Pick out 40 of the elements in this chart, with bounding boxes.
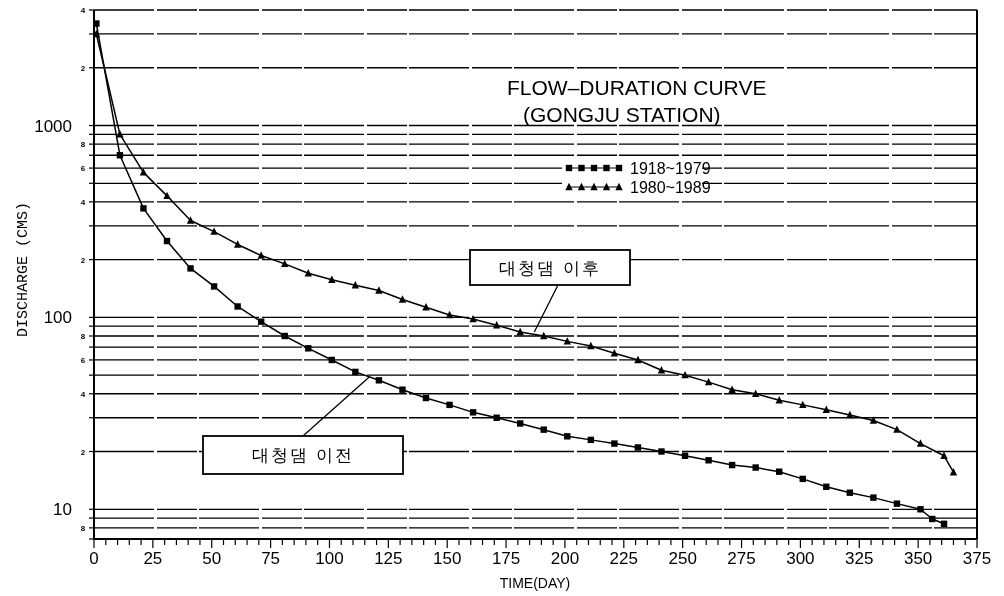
x-tick-label: 125 [374, 549, 403, 568]
annotation: 4 [80, 197, 86, 207]
annotation: 8 [80, 140, 86, 150]
y-tick-label: 10 [53, 500, 72, 520]
annotation: 6 [80, 164, 86, 174]
x-tick-label: 175 [491, 549, 521, 568]
x-axis-title: TIME(DAY) [499, 575, 571, 591]
annotation: 4 [80, 6, 86, 15]
annotation: 2 [80, 255, 86, 265]
annotation: 대청댐 이후 [469, 249, 631, 333]
x-tick-label: 225 [609, 549, 638, 568]
y-tick-label: 1000 [34, 116, 72, 136]
annotation: 2 [80, 63, 86, 73]
text: (GONGJU STATION) [523, 103, 721, 126]
annotation: 4 [80, 389, 86, 399]
annotation: 대청댐 이후 [498, 257, 602, 278]
annotation: 8 [80, 523, 86, 533]
annotation: 2 [80, 447, 86, 457]
text: FLOW–DURATION CURVE [507, 76, 767, 99]
x-tick-label: 25 [143, 549, 163, 568]
x-tick-label: 375 [962, 549, 992, 568]
x-tick-label: 200 [550, 549, 580, 568]
x-tick-label: 350 [903, 549, 933, 568]
y-axis-title: DISCHARGE (CMS) [15, 201, 32, 338]
x-tick-label: 50 [202, 549, 222, 568]
x-tick-label: 325 [845, 549, 874, 568]
y-tick-label: 100 [43, 308, 72, 328]
legend-label: 1918~1979 [630, 160, 711, 177]
x-tick-label: 75 [261, 549, 281, 568]
x-tick-label: 300 [786, 549, 815, 568]
annotation: 대청댐 이전 [202, 376, 404, 475]
x-tick-label: 250 [668, 549, 697, 568]
annotation: 8 [80, 332, 86, 341]
annotation: 대청댐 이전 [251, 445, 355, 465]
annotation: 6 [80, 355, 86, 365]
legend-label: 1980~1989 [630, 179, 711, 196]
x-tick-label: 0 [89, 549, 99, 568]
x-tick-label: 150 [433, 549, 462, 568]
x-tick-label: 275 [727, 549, 756, 568]
x-tick-label: 100 [315, 549, 344, 568]
